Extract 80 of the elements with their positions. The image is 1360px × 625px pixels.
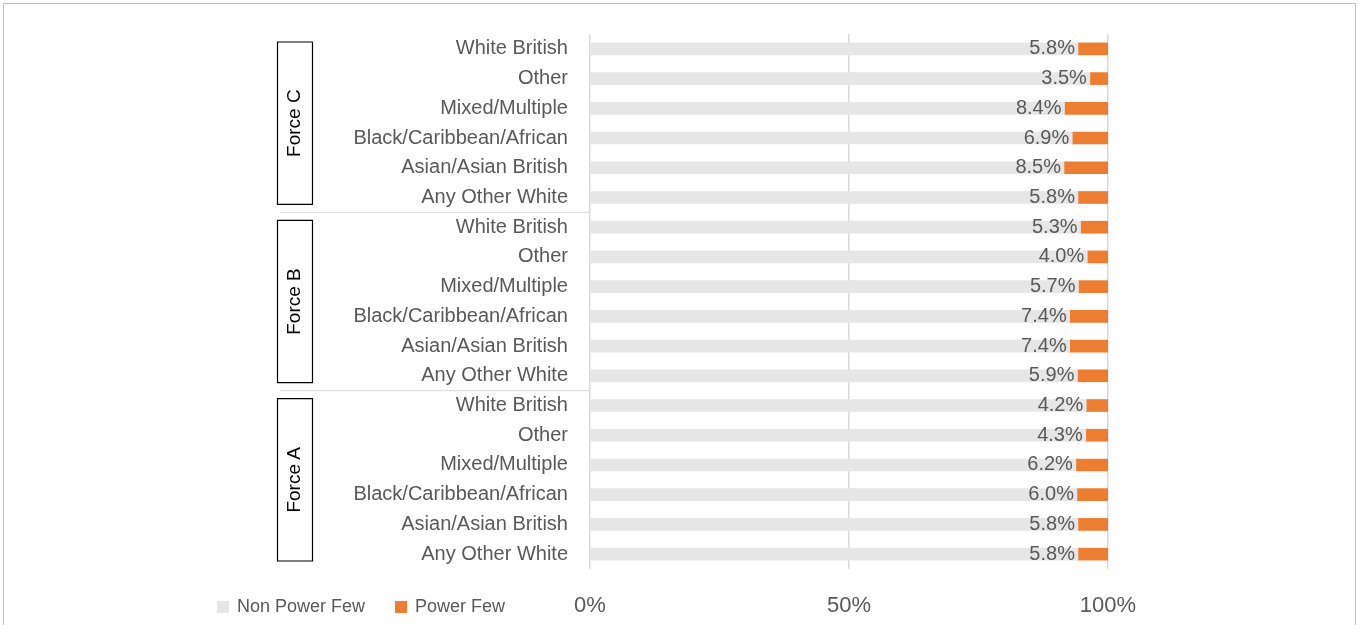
data-label: 3.5% <box>1041 66 1088 89</box>
bar <box>590 220 1081 234</box>
data-label: 5.9% <box>1028 363 1075 386</box>
bar <box>1069 310 1108 323</box>
data-label: 6.9% <box>1023 125 1070 148</box>
y-tick-label: Mixed/Multiple <box>440 95 568 118</box>
data-label: 6.0% <box>1028 482 1075 505</box>
bar <box>590 458 1077 472</box>
bar <box>1071 131 1108 145</box>
y-tick-label: Asian/Asian British <box>401 155 568 178</box>
bar <box>590 101 1065 115</box>
bar <box>590 518 1079 531</box>
y-tick-label: Any Other White <box>421 363 568 386</box>
y-tick-label: Other <box>517 244 569 267</box>
bar <box>1069 339 1108 353</box>
bar <box>1063 161 1108 175</box>
bar <box>1080 220 1108 234</box>
y-tick-label: Mixed/Multiple <box>440 452 568 475</box>
bar <box>590 191 1079 204</box>
text: Force C <box>283 89 305 157</box>
data-label: 5.3% <box>1031 214 1078 237</box>
bar <box>590 428 1087 442</box>
bar <box>590 131 1073 145</box>
data-label: 5.8% <box>1029 36 1076 59</box>
bar <box>1076 488 1108 502</box>
bar <box>1077 42 1108 56</box>
bar <box>590 369 1078 383</box>
bar <box>590 339 1070 353</box>
data-label: 8.4% <box>1015 95 1062 118</box>
y-tick-label: White British <box>455 214 568 237</box>
bar <box>590 488 1078 502</box>
data-label: 7.4% <box>1021 333 1067 356</box>
y-tick-label: Any Other White <box>421 184 568 207</box>
bar <box>590 310 1070 323</box>
data-label: 7.4% <box>1021 303 1067 326</box>
y-tick-label: Asian/Asian British <box>401 511 568 534</box>
legend-label: Non Power Few <box>237 595 367 616</box>
data-label: 5.8% <box>1029 511 1076 534</box>
y-tick-label: Black/Caribbean/African <box>353 482 568 505</box>
y-tick-label: Mixed/Multiple <box>440 274 568 297</box>
bar <box>1077 547 1108 561</box>
bar <box>590 399 1087 412</box>
bar <box>590 250 1088 264</box>
x-tick-label: 100% <box>1079 592 1137 618</box>
text: Force A <box>283 446 305 513</box>
bar <box>1089 72 1108 85</box>
y-tick-label: Black/Caribbean/African <box>353 303 568 326</box>
bar <box>1086 250 1108 264</box>
data-label: 8.5% <box>1015 155 1062 178</box>
y-tick-label: Asian/Asian British <box>401 333 568 356</box>
bar <box>590 72 1091 85</box>
y-tick-label: Black/Caribbean/African <box>353 125 568 148</box>
data-label: 5.7% <box>1029 274 1076 297</box>
data-label: 5.8% <box>1029 184 1076 207</box>
bar <box>1077 518 1108 531</box>
y-tick-label: Other <box>517 66 569 89</box>
bar <box>1085 428 1108 442</box>
data-label: 4.2% <box>1037 393 1084 416</box>
bar <box>590 280 1079 293</box>
data-label: 4.0% <box>1038 244 1085 267</box>
bar <box>1064 101 1108 115</box>
bar <box>1078 280 1108 293</box>
text: Force B <box>283 268 305 335</box>
y-tick-label: White British <box>455 393 568 416</box>
y-tick-label: White British <box>455 36 568 59</box>
bar <box>590 161 1065 175</box>
legend-label: Power Few <box>415 595 507 616</box>
bar <box>590 42 1079 56</box>
x-tick-label: 50% <box>826 592 872 618</box>
x-tick-label: 0% <box>574 592 606 618</box>
data-label: 4.3% <box>1037 422 1083 445</box>
data-label: 6.2% <box>1027 452 1074 475</box>
bar <box>1085 399 1108 412</box>
bar <box>590 547 1079 561</box>
y-tick-label: Other <box>517 422 569 445</box>
y-tick-label: Any Other White <box>421 541 568 564</box>
bar <box>1075 458 1108 472</box>
bar <box>1077 369 1108 383</box>
bar <box>1077 191 1108 204</box>
data-label: 5.8% <box>1029 541 1076 564</box>
